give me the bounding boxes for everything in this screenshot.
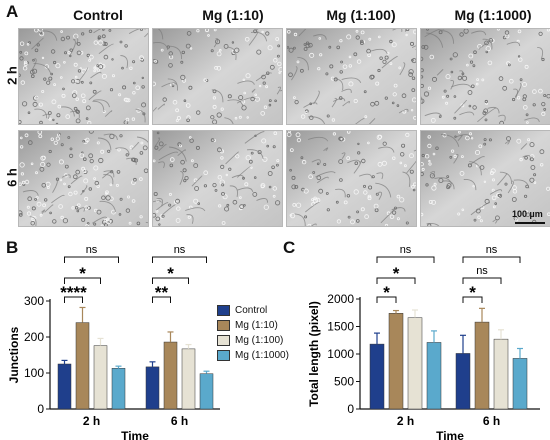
x-tick-label: 2 h — [83, 414, 100, 428]
bar-mg-1-10--6h — [474, 321, 490, 410]
bar-mg-1-100--2h — [93, 345, 108, 410]
micrograph-image — [153, 131, 282, 226]
significance-bracket — [376, 277, 416, 284]
bar-mg-1-1000--6h — [199, 373, 214, 410]
col-title-mg-1-1000: Mg (1:1000) — [454, 7, 532, 23]
significance-label: * — [469, 283, 476, 302]
bar-mg-1-1000--6h — [512, 358, 528, 410]
micrograph-image — [421, 131, 550, 226]
significance-bracket — [152, 296, 171, 303]
bar-mg-1-10--2h — [388, 313, 404, 410]
scale-bar-label: 100 µm — [512, 209, 543, 219]
legend-swatch — [217, 335, 230, 346]
legend-swatch — [217, 305, 230, 316]
x-tick-label: 6 h — [483, 414, 500, 428]
micrograph-mg-1-1000-6h — [420, 130, 550, 227]
panel-b-letter: B — [6, 238, 19, 257]
significance-label: ns — [400, 244, 412, 256]
significance-label: ** — [155, 283, 169, 302]
significance-bracket — [376, 256, 435, 263]
significance-label: ns — [174, 244, 186, 256]
legend-item: Mg (1:100) — [217, 333, 297, 348]
significance-label: **** — [60, 283, 87, 302]
micrograph-image — [153, 29, 282, 124]
legend-item: Mg (1:10) — [217, 318, 297, 333]
col-title-mg-1-10: Mg (1:10) — [202, 7, 264, 23]
micrograph-mg-1-100-6h — [286, 130, 417, 227]
y-tick-label: 0 — [347, 402, 354, 416]
significance-label: * — [167, 264, 174, 283]
bar-control-2h — [369, 343, 385, 410]
significance-bracket — [64, 296, 83, 303]
micrograph-control-6h — [18, 130, 149, 227]
significance-bracket — [462, 277, 502, 284]
legend-item: Mg (1:1000) — [217, 348, 297, 363]
x-axis-label: Time — [436, 429, 464, 440]
significance-label: * — [79, 264, 86, 283]
significance-label: ns — [86, 244, 98, 256]
legend-label: Mg (1:10) — [235, 320, 278, 331]
scale-bar — [515, 222, 545, 224]
significance-bracket — [152, 277, 189, 284]
col-title-mg-1-100: Mg (1:100) — [326, 7, 396, 23]
legend-label: Mg (1:1000) — [235, 350, 289, 361]
bar-mg-1-100--6h — [181, 348, 196, 410]
significance-label: ns — [476, 265, 488, 277]
bar-mg-1-100--2h — [407, 317, 423, 410]
legend: Control Mg (1:10) Mg (1:100) Mg (1:1000) — [217, 303, 297, 363]
significance-label: * — [393, 264, 400, 283]
micrograph-image — [19, 131, 148, 226]
legend-label: Control — [235, 305, 268, 316]
y-tick-label: 0 — [37, 402, 44, 416]
y-tick-label: 100 — [24, 366, 44, 380]
micrograph-image — [287, 131, 416, 226]
significance-bracket — [376, 296, 397, 303]
panel-a-letter: A — [6, 2, 19, 21]
micrograph-mg-1-1000-2h — [420, 28, 550, 125]
significance-bracket — [64, 277, 101, 284]
y-tick-label: 500 — [334, 375, 354, 389]
bar-mg-1-1000--2h — [426, 342, 442, 410]
significance-bracket — [152, 256, 207, 263]
y-tick-label: 1000 — [327, 347, 354, 361]
bar-control-2h — [57, 363, 72, 410]
legend-label: Mg (1:100) — [235, 335, 284, 346]
bar-mg-1-10--6h — [163, 341, 178, 410]
col-title-control: Control — [73, 7, 123, 23]
micrograph-image — [421, 29, 550, 124]
significance-bracket — [462, 256, 521, 263]
significance-bracket — [64, 256, 119, 263]
micrograph-control-2h — [18, 28, 149, 125]
significance-label: ns — [486, 244, 498, 256]
y-tick-label: 2000 — [327, 292, 354, 306]
micrograph-image — [287, 29, 416, 124]
x-axis-label: Time — [121, 429, 149, 440]
micrograph-mg-1-10-2h — [152, 28, 283, 125]
bar-control-6h — [145, 366, 160, 410]
x-tick-label: 2 h — [397, 414, 414, 428]
legend-item: Control — [217, 303, 297, 318]
legend-swatch — [217, 320, 230, 331]
panel-c-letter: C — [283, 238, 296, 257]
x-tick-label: 6 h — [171, 414, 188, 428]
micrograph-mg-1-100-2h — [286, 28, 417, 125]
y-tick-label: 300 — [24, 294, 44, 308]
significance-label: * — [383, 283, 390, 302]
y-tick-label: 1500 — [327, 320, 354, 334]
micrograph-image — [19, 29, 148, 124]
bar-mg-1-100--6h — [493, 338, 509, 410]
significance-bracket — [462, 296, 483, 303]
y-tick-label: 200 — [24, 330, 44, 344]
micrograph-mg-1-10-6h — [152, 130, 283, 227]
total-length-chart: 0 500 1000 1500 2000 Total length (pixel) 2 h n… — [307, 244, 540, 440]
legend-swatch — [217, 350, 230, 361]
bar-mg-1-1000--2h — [111, 368, 126, 410]
y-axis-label: Total length (pixel) — [307, 301, 321, 407]
bar-mg-1-10--2h — [75, 322, 90, 410]
bar-control-6h — [455, 353, 471, 410]
y-axis-label: Junctions — [7, 326, 21, 383]
